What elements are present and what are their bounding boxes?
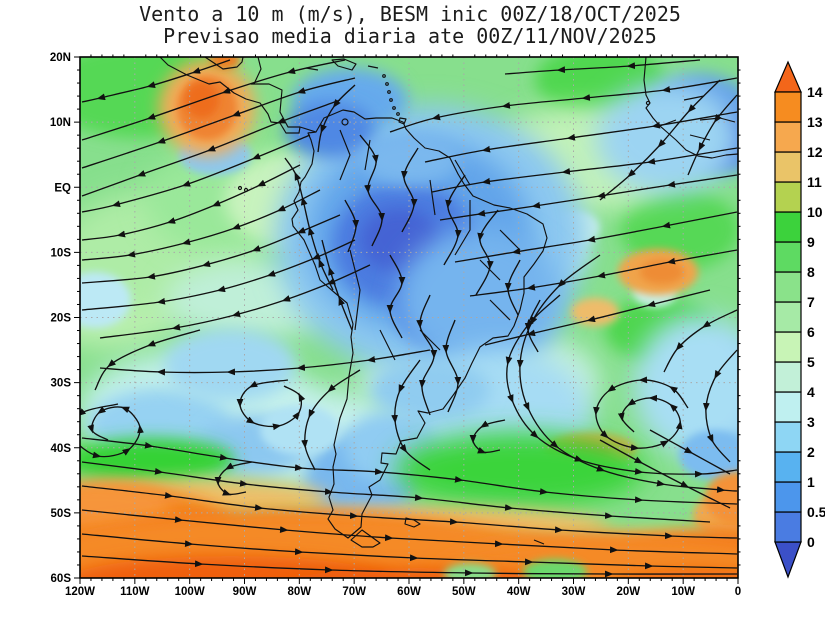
colorbar-tick-label: 10: [807, 204, 823, 220]
colorbar-below-min-arrow: [774, 541, 802, 579]
colorbar-tick-label: 0.5: [807, 504, 825, 520]
x-axis-tick-label: 10W: [671, 586, 695, 598]
colorbar-segment: [774, 181, 802, 213]
y-axis-tick-label: 30S: [51, 378, 72, 390]
colorbar-tick-label: 0: [807, 534, 815, 550]
x-axis-tick-label: 120W: [65, 586, 95, 598]
colorbar-segment: [774, 121, 802, 153]
x-axis-tick-label: 50W: [452, 586, 476, 598]
x-axis-tick-label: 20W: [617, 586, 641, 598]
colorbar-segment: [774, 361, 802, 393]
y-axis-tick-label: 40S: [51, 443, 72, 455]
colorbar-segment: [774, 331, 802, 363]
colorbar-tick-label: 14: [807, 84, 823, 100]
colorbar-tick-label: 12: [807, 144, 823, 160]
colorbar-segment: [774, 241, 802, 273]
y-axis-tick-label: 20S: [51, 313, 72, 325]
x-axis-tick-label: 0: [735, 586, 741, 598]
colorbar-segment: [774, 391, 802, 423]
colorbar-segment: [774, 211, 802, 243]
streamlines: [80, 59, 738, 578]
x-axis-tick-label: 60W: [397, 586, 421, 598]
x-axis-tick-label: 80W: [288, 586, 312, 598]
colorbar-tick-label: 3: [807, 414, 815, 430]
colorbar-tick-label: 2: [807, 444, 815, 460]
colorbar-segment: [774, 421, 802, 453]
y-axis-tick-label: 50S: [51, 508, 72, 520]
x-axis-tick-label: 70W: [342, 586, 366, 598]
map-frame-and-axes: 120W 110W 100W 90W 80W 70W 60W 50W 40W 30W 20W 10W 0…: [50, 52, 741, 598]
y-axis-tick-label: EQ: [54, 182, 71, 194]
colorbar-tick-label: 13: [807, 114, 823, 130]
wind-speed-field: [80, 57, 738, 578]
colorbar-above-max-arrow: [774, 60, 802, 93]
colorbar-segment: [774, 271, 802, 303]
y-axis-tick-label: 10S: [51, 247, 72, 259]
x-axis-tick-label: 110W: [120, 586, 150, 598]
y-axis-tick-label: 20N: [50, 52, 71, 64]
colorbar-tick-label: 11: [807, 174, 822, 190]
colorbar-segment: [774, 511, 802, 543]
x-axis-tick-label: 100W: [175, 586, 205, 598]
colorbar-tick-label: 6: [807, 324, 815, 340]
colorbar-segment: [774, 481, 802, 513]
colorbar-tick-label: 8: [807, 264, 815, 280]
colorbar-tick-label: 1: [807, 474, 815, 490]
colorbar-tick-label: 5: [807, 354, 815, 370]
colorbar-tick-label: 7: [807, 294, 815, 310]
colorbar-segment: [774, 301, 802, 333]
y-axis-tick-label: 60S: [51, 573, 72, 585]
colorbar-tick-label: 4: [807, 384, 815, 400]
colorbar-segment: [774, 151, 802, 183]
x-axis-tick-label: 40W: [507, 586, 531, 598]
colorbar-segment: [774, 451, 802, 483]
colorbar-tick-label: 9: [807, 234, 815, 250]
chart-title-line-2: Previsao media diaria ate 00Z/11/NOV/202…: [163, 24, 657, 48]
y-axis-tick-label: 10N: [50, 117, 71, 129]
colorbar-segment: [774, 91, 802, 123]
x-axis-tick-label: 90W: [233, 586, 257, 598]
chart-title-line-1: Vento a 10 m (m/s), BESM inic 00Z/18/OCT…: [139, 2, 681, 26]
x-axis-tick-label: 30W: [562, 586, 586, 598]
